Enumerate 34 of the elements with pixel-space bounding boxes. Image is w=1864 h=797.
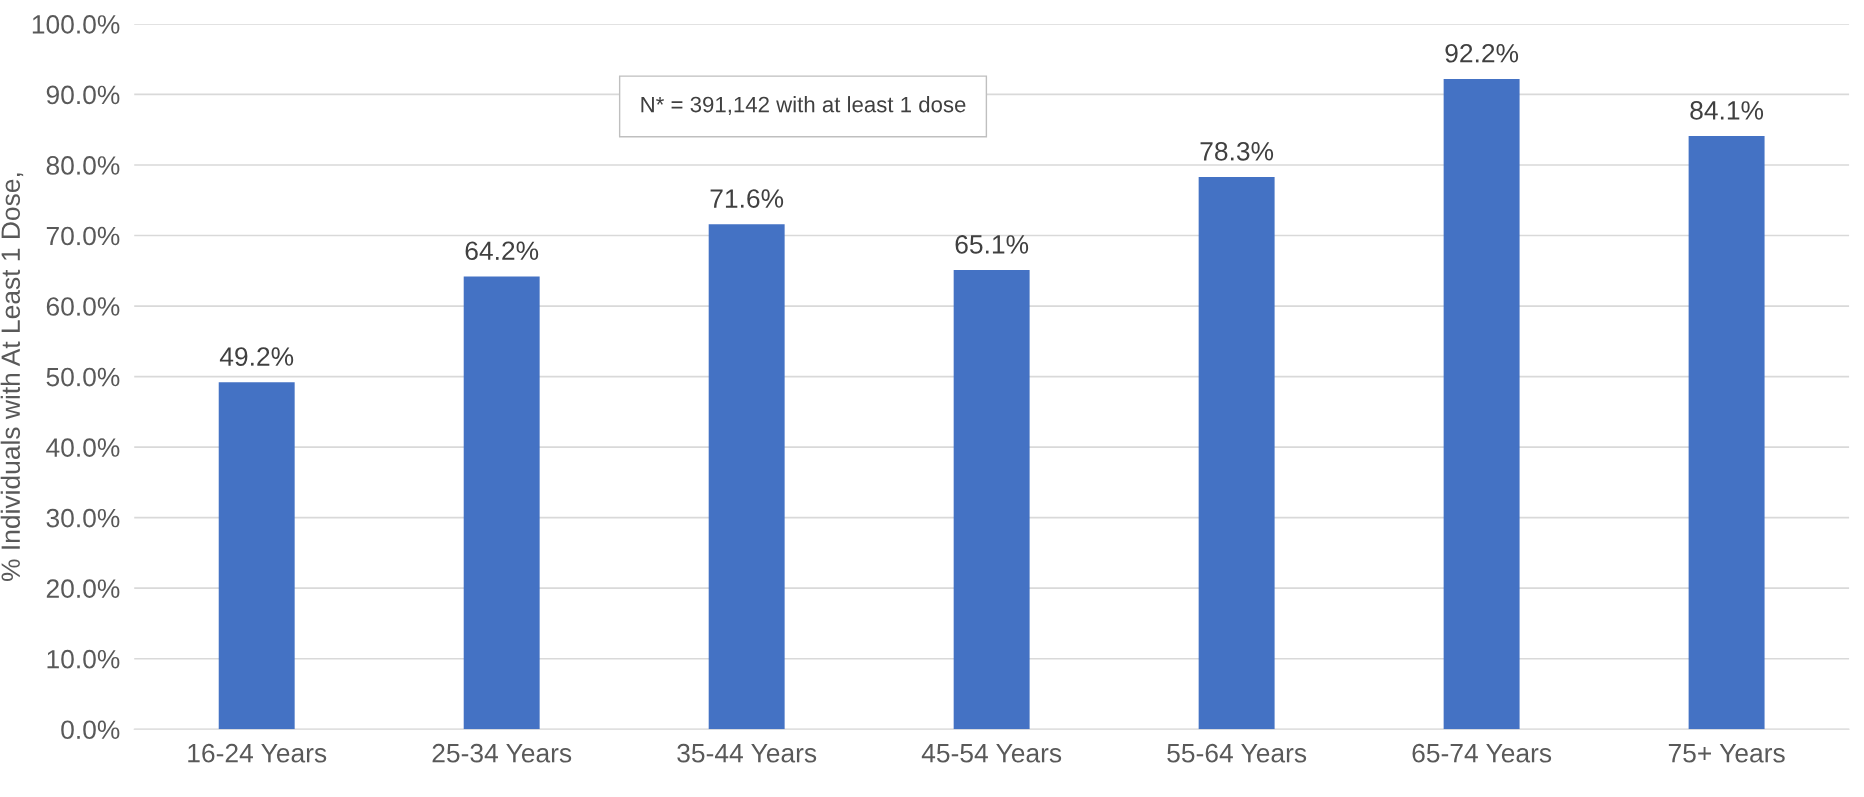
x-tick-label: 55-64 Years: [1167, 743, 1307, 763]
data-label: 84.1%: [1690, 101, 1764, 120]
data-label: 71.6%: [710, 189, 784, 208]
x-tick-label: 45-54 Years: [921, 744, 1062, 763]
data-label: 64.2%: [465, 241, 539, 261]
x-tick-label: 25-34 Years: [432, 743, 572, 763]
data-label: 78.3%: [1200, 141, 1274, 161]
y-axis-title: % Individuals with At Least 1 Dose,: [0, 173, 24, 581]
y-tick-label: 0.0%: [61, 720, 120, 740]
data-label: 92.2%: [1445, 43, 1519, 63]
bar: [953, 270, 1030, 730]
y-tick-label: 40.0%: [46, 438, 120, 457]
y-tick-label: 90.0%: [46, 85, 120, 105]
bar: [218, 382, 295, 730]
bar: [1198, 176, 1275, 730]
y-tick-label: 70.0%: [46, 226, 120, 246]
x-tick-label: 16-24 Years: [188, 743, 327, 763]
bar: [708, 224, 785, 730]
annotation: N* = 391,142 with at least 1 dose: [641, 96, 966, 116]
x-tick-label: 65-74 Years: [1412, 743, 1552, 763]
y-tick-label: 100.0%: [32, 15, 120, 34]
x-tick-label: 75+ Years: [1668, 744, 1785, 763]
y-tick-label: 60.0%: [46, 297, 120, 316]
y-tick-label: 80.0%: [46, 156, 120, 175]
y-tick-label: 50.0%: [46, 367, 120, 387]
y-tick-label: 10.0%: [47, 649, 120, 669]
bar: [1688, 136, 1765, 730]
bar: [1443, 78, 1520, 730]
data-label: 49.2%: [219, 347, 294, 366]
y-tick-label: 30.0%: [46, 508, 120, 528]
data-label: 65.1%: [955, 235, 1029, 254]
bar: [463, 276, 540, 730]
x-tick-label: 35-44 Years: [677, 743, 817, 763]
y-tick-label: 20.0%: [46, 579, 120, 599]
